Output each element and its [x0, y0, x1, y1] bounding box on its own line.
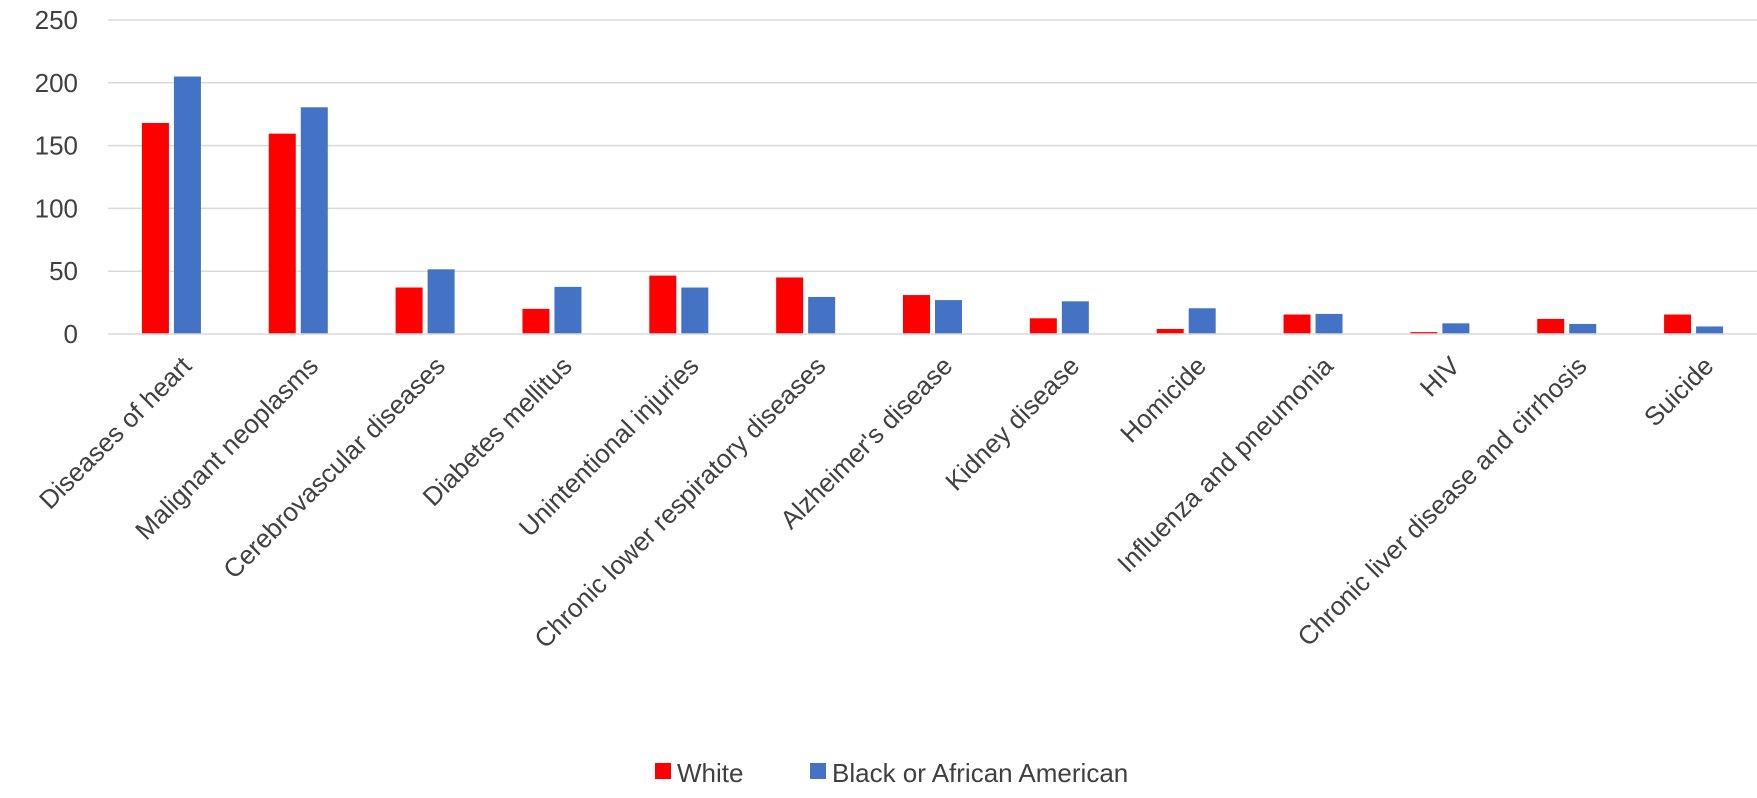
- y-tick-label: 250: [35, 5, 78, 35]
- bar-black-or-african-american: [808, 296, 836, 334]
- y-tick-label: 0: [64, 319, 78, 349]
- bar-black-or-african-american: [1061, 301, 1089, 334]
- bar-white: [903, 295, 930, 334]
- bar-white: [395, 287, 423, 334]
- y-axis-tick-labels: 0 50 100 150 200 250: [35, 5, 78, 349]
- bar-black-or-african-american: [935, 300, 962, 334]
- bar-white: [141, 122, 169, 334]
- bar-white: [1156, 328, 1184, 334]
- bar-white: [776, 277, 804, 334]
- bar-black-or-african-american: [300, 107, 328, 335]
- x-category-label: HIV: [1414, 350, 1466, 402]
- bar-white: [268, 133, 296, 334]
- bar-black-or-african-american: [427, 269, 455, 334]
- legend-swatch: [810, 763, 826, 779]
- legend-label: White: [677, 758, 743, 788]
- bar-white: [522, 308, 550, 334]
- bar-white: [1537, 318, 1565, 334]
- bar-black-or-african-american: [1315, 313, 1343, 334]
- bar-white: [1664, 314, 1692, 334]
- bar-black-or-african-american: [173, 76, 201, 335]
- bars: [141, 76, 1724, 335]
- x-category-label: Cerebrovascular diseases: [217, 351, 451, 585]
- bar-white: [1029, 318, 1057, 334]
- legend: White Black or African American: [655, 758, 1128, 788]
- bar-white: [649, 275, 677, 334]
- bar-white: [1283, 314, 1311, 334]
- x-category-label: Influenza and pneumonia: [1111, 350, 1339, 578]
- x-category-label: Kidney disease: [939, 351, 1085, 497]
- y-tick-label: 100: [35, 193, 78, 223]
- bar-black-or-african-american: [1442, 323, 1470, 334]
- bar-black-or-african-american: [1696, 326, 1724, 334]
- bar-black-or-african-american: [1188, 308, 1216, 334]
- y-tick-label: 50: [49, 256, 78, 286]
- legend-swatch: [655, 763, 671, 779]
- x-category-label: Suicide: [1638, 351, 1720, 433]
- x-category-label: Chronic liver disease and cirrhosis: [1291, 351, 1592, 652]
- y-tick-label: 150: [35, 131, 78, 161]
- bar-black-or-african-american: [554, 286, 582, 334]
- bar-black-or-african-american: [681, 287, 709, 334]
- bar-white: [1410, 332, 1438, 334]
- gridlines: [108, 19, 1757, 272]
- legend-label: Black or African American: [832, 758, 1128, 788]
- bar-black-or-african-american: [1569, 323, 1597, 334]
- x-category-label: Homicide: [1114, 351, 1212, 449]
- y-tick-label: 200: [35, 68, 78, 98]
